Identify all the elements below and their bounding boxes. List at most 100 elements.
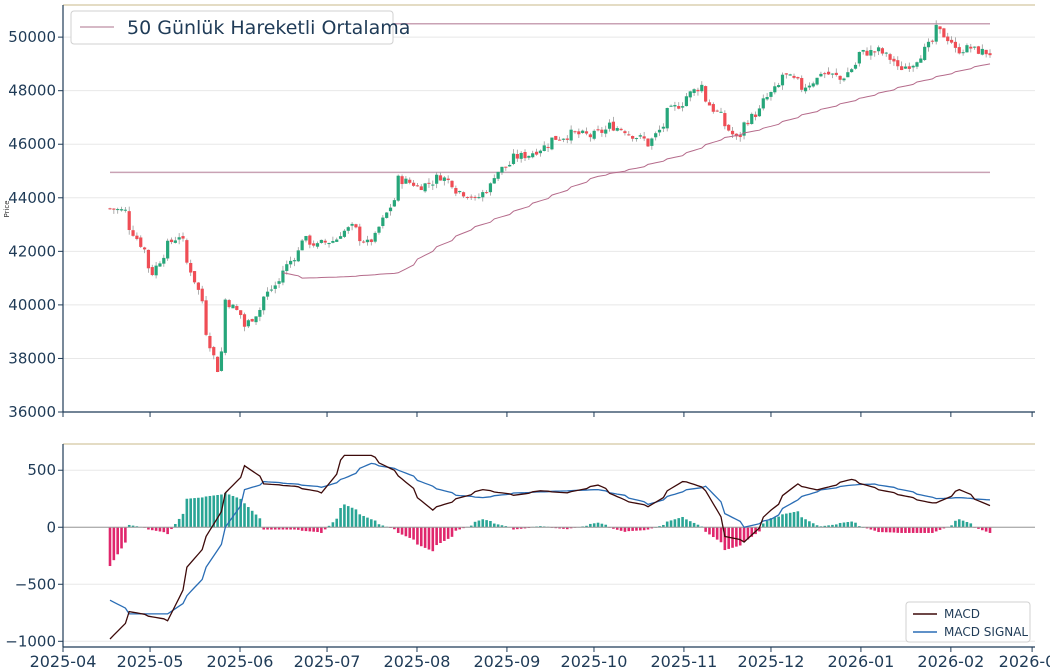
candle-body <box>773 86 777 93</box>
candle-body <box>204 300 208 335</box>
macd-histogram-bar <box>765 520 769 528</box>
x-tick-label: 2026-02 <box>917 652 984 671</box>
macd-histogram-bar <box>881 527 884 533</box>
candle-body <box>811 83 815 87</box>
macd-y-tick-label: 0 <box>46 518 56 536</box>
macd-histogram-bar <box>377 524 381 528</box>
candle-body <box>719 111 723 113</box>
candle-body <box>857 51 861 64</box>
candle-body <box>166 240 170 259</box>
candle-body <box>304 236 308 241</box>
macd-histogram-bar <box>416 527 419 545</box>
candle-body <box>673 105 677 107</box>
candle-body <box>281 270 285 283</box>
macd-histogram-bar <box>858 526 861 528</box>
candle-body <box>915 62 919 67</box>
macd-histogram-bar <box>761 523 765 528</box>
candle-body <box>285 264 289 271</box>
candle-body <box>654 133 658 138</box>
macd-histogram-bar <box>838 522 842 528</box>
macd-histogram-bar <box>147 527 150 530</box>
candle-body <box>784 73 788 75</box>
macd-histogram-bar <box>227 494 231 528</box>
candle-body <box>757 108 762 117</box>
macd-histogram-bar <box>642 527 646 531</box>
macd-histogram-bar <box>519 527 523 529</box>
candle-body <box>312 243 316 246</box>
candle-body <box>911 65 915 68</box>
price-horizontal-lines <box>110 22 990 174</box>
candle-body <box>750 113 754 124</box>
macd-histogram-bar <box>481 519 485 528</box>
macd-histogram-bar <box>243 503 246 528</box>
candle-body <box>777 85 781 88</box>
candle-body <box>742 122 746 136</box>
macd-histogram-bar <box>735 527 738 547</box>
x-tick-label: 2025-06 <box>207 652 274 671</box>
candle-body <box>692 89 696 93</box>
candle-body <box>980 48 984 55</box>
candle-body <box>323 240 327 243</box>
macd-histogram-bar <box>323 527 327 530</box>
macd-histogram-bar <box>877 527 880 533</box>
macd-histogram-bar <box>727 527 730 549</box>
candle-body <box>458 191 462 193</box>
candle-body <box>853 64 858 69</box>
macd-histogram-bar <box>320 527 323 533</box>
macd-histogram-bar <box>158 527 162 532</box>
candle-body <box>584 131 589 134</box>
candle-body <box>465 196 469 198</box>
candle-body <box>796 77 800 79</box>
candle-body <box>158 263 162 267</box>
macd-histogram-bar <box>662 524 665 528</box>
candle-body <box>488 183 493 193</box>
macd-histogram-bar <box>927 527 930 533</box>
candle-body <box>419 186 423 191</box>
candle-body <box>108 208 112 210</box>
candle-body <box>984 49 988 55</box>
macd-histogram-bar <box>200 497 204 528</box>
candle-body <box>396 175 400 201</box>
macd-histogram-bar <box>750 527 754 537</box>
macd-histogram-bar <box>435 527 438 546</box>
macd-histogram-bar <box>781 514 784 528</box>
macd-histogram-bar <box>446 527 450 539</box>
candle-body <box>688 91 692 98</box>
candle-body <box>338 236 343 239</box>
candle-body <box>277 281 281 284</box>
macd-histogram-bar <box>293 527 296 530</box>
macd-histogram-bar <box>354 509 358 528</box>
candle-body <box>496 171 500 179</box>
macd-legend-label-signal: MACD SIGNAL <box>944 625 1028 639</box>
candle-body <box>657 129 662 133</box>
candle-body <box>515 153 519 159</box>
macd-histogram-bar <box>120 527 123 549</box>
candle-body <box>850 69 854 73</box>
macd-histogram-bar <box>396 527 400 533</box>
macd-histogram-bar <box>827 525 830 528</box>
candle-body <box>696 89 700 92</box>
macd-histogram-bar <box>896 527 900 533</box>
candle-body <box>965 45 969 53</box>
macd-histogram-bar <box>942 527 946 529</box>
macd-histogram-bar <box>350 507 354 528</box>
macd-histogram-bar <box>239 498 242 528</box>
macd-histogram-bar <box>631 527 634 531</box>
candle-body <box>973 46 977 48</box>
macd-histogram-bar <box>174 523 177 528</box>
candle-body <box>250 319 254 322</box>
macd-histogram-bar <box>212 495 216 528</box>
macd-histogram-bar <box>412 527 415 540</box>
macd-histogram-bar <box>500 525 504 528</box>
candle-body <box>300 240 304 251</box>
macd-histogram-bar <box>685 519 688 528</box>
macd-histogram-bar <box>208 495 212 528</box>
candle-body <box>942 28 946 38</box>
candle-body <box>492 178 496 184</box>
price-y-tick-label: 40000 <box>8 296 56 314</box>
macd-histogram-bar <box>400 527 404 535</box>
x-tick-label: 2026-03 <box>999 652 1050 671</box>
macd-line <box>109 454 991 640</box>
candle-body <box>500 166 504 173</box>
macd-histogram-bar <box>969 523 973 528</box>
